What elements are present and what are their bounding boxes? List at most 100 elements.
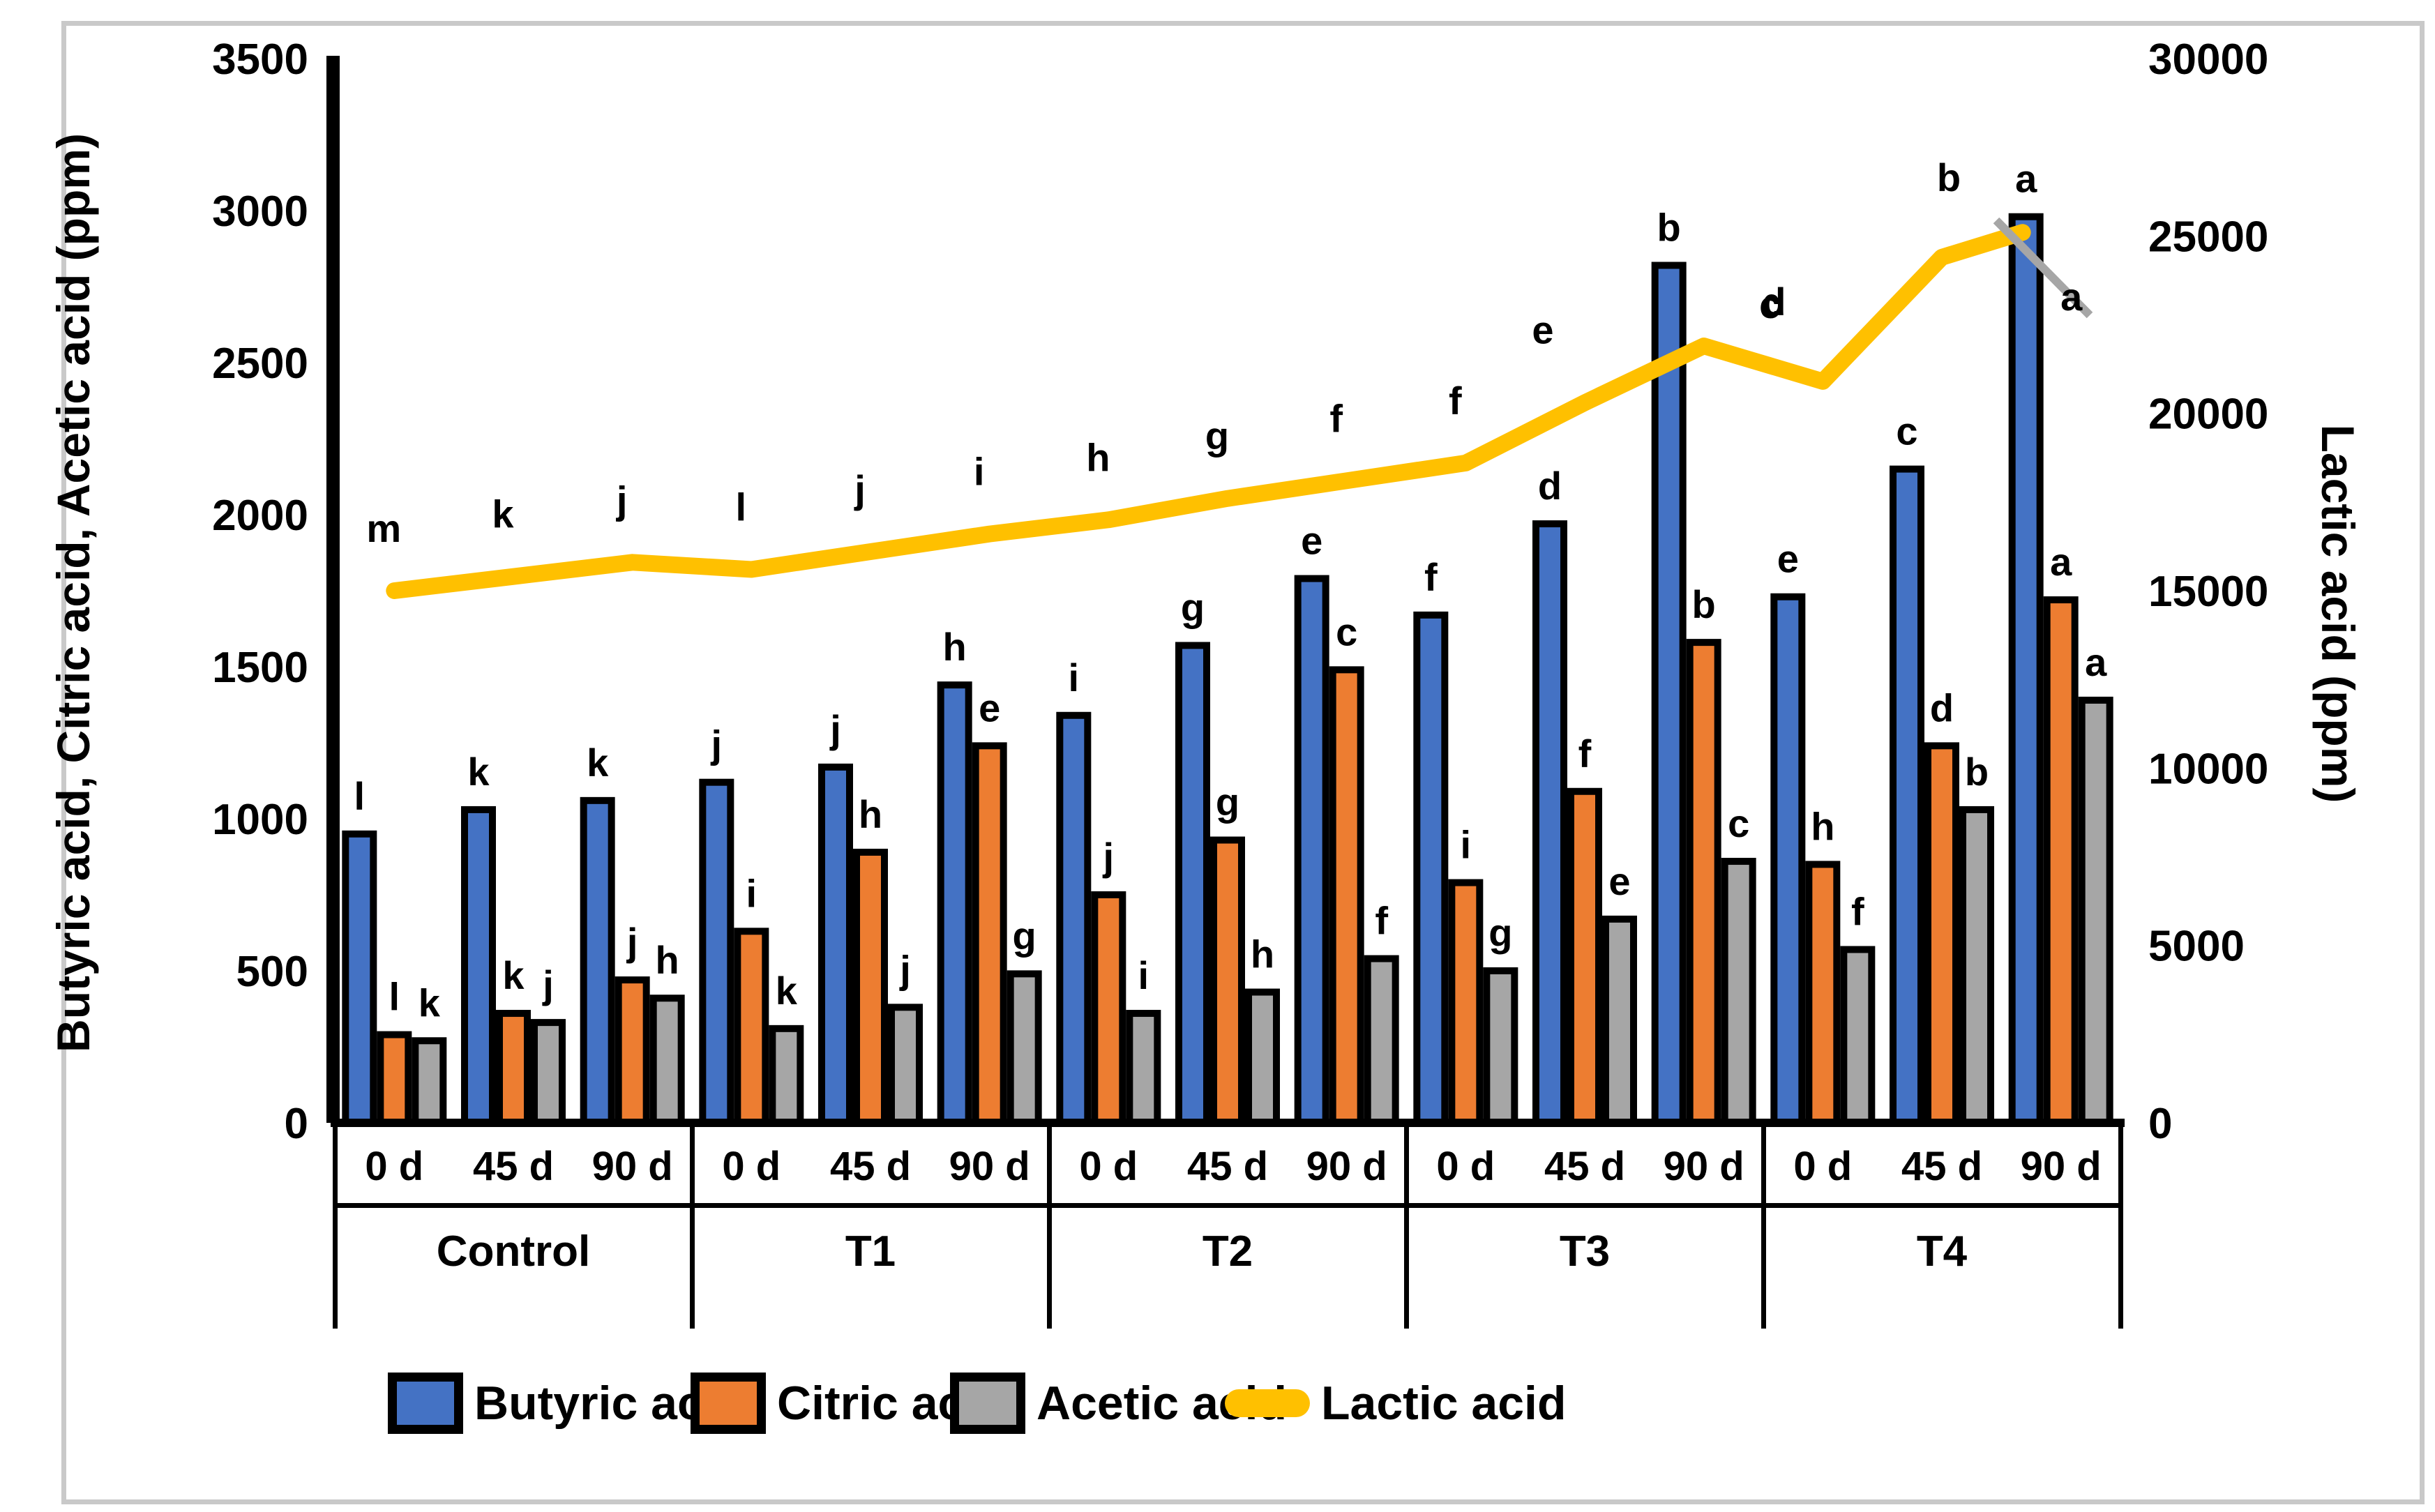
bar-butyric-t3-45d bbox=[1532, 520, 1567, 1126]
day-label: 0 d bbox=[1793, 1144, 1852, 1189]
bar-citric-t2-45d bbox=[1210, 836, 1245, 1127]
line-sig-letter: e bbox=[1532, 308, 1553, 351]
right-axis-tick-label: 15000 bbox=[2148, 568, 2268, 616]
bar-citric-t2-90d bbox=[1329, 666, 1364, 1126]
left-axis-tick-label: 1500 bbox=[212, 644, 308, 692]
sig-letter: h bbox=[943, 625, 967, 669]
bar-acetic-t2-45d bbox=[1245, 988, 1280, 1127]
sig-letter: l bbox=[389, 975, 400, 1019]
line-sig-letter: f bbox=[1449, 379, 1462, 423]
left-axis-tick-label: 0 bbox=[285, 1100, 308, 1148]
day-label: 45 d bbox=[1544, 1144, 1625, 1189]
bar-acetic-t3-0d bbox=[1483, 967, 1518, 1126]
day-label: 45 d bbox=[830, 1144, 911, 1189]
right-axis-tick-label: 10000 bbox=[2148, 745, 2268, 793]
sig-letter: j bbox=[711, 723, 723, 766]
sig-letter: g bbox=[1013, 914, 1036, 958]
bar-butyric-t4-90d bbox=[2008, 213, 2044, 1127]
line-sig-letter: m bbox=[366, 506, 401, 550]
sig-letter: k bbox=[776, 969, 798, 1013]
sig-letter: e bbox=[1777, 537, 1799, 581]
legend: Butyric acid Citric acid Acetic acid Lac… bbox=[0, 1361, 2435, 1445]
right-axis-tick-label: 5000 bbox=[2148, 923, 2245, 971]
right-axis-tick-label: 25000 bbox=[2148, 213, 2268, 261]
right-axis-tick-label: 20000 bbox=[2148, 391, 2268, 439]
line-sig-letter: h bbox=[1086, 435, 1110, 479]
day-label: 45 d bbox=[473, 1144, 554, 1189]
bar-butyric-t1-90d bbox=[937, 681, 972, 1126]
day-label: 45 d bbox=[1901, 1144, 1982, 1189]
day-label: 90 d bbox=[1664, 1144, 1744, 1189]
bar-citric-t1-0d bbox=[734, 928, 769, 1126]
sig-letter: a bbox=[2015, 157, 2037, 201]
sig-letter: c bbox=[1896, 409, 1917, 453]
sig-letter: b bbox=[1965, 750, 1989, 794]
line-sig-letter: a bbox=[2060, 275, 2083, 319]
group-label: T2 bbox=[1203, 1227, 1253, 1276]
bar-butyric-t4-0d bbox=[1770, 593, 1806, 1126]
sig-letter: j bbox=[829, 707, 841, 751]
bar-acetic-control-0d bbox=[412, 1037, 447, 1127]
sig-letter: h bbox=[859, 792, 882, 836]
right-axis-title: Lactic acid (ppm) bbox=[2312, 424, 2364, 803]
line-sig-letter: d bbox=[1762, 280, 1786, 324]
line-sig-letter: l bbox=[736, 485, 747, 529]
left-axis-tick-label: 3500 bbox=[212, 36, 308, 84]
category-separator-line bbox=[335, 1203, 2120, 1208]
bar-acetic-control-45d bbox=[531, 1019, 566, 1126]
left-axis-tick-label: 2500 bbox=[212, 340, 308, 388]
bar-butyric-control-45d bbox=[461, 806, 496, 1127]
sig-letter: l bbox=[354, 774, 365, 818]
bar-acetic-t3-45d bbox=[1602, 915, 1637, 1126]
bar-acetic-t4-0d bbox=[1840, 946, 1876, 1126]
sig-letter: b bbox=[1657, 205, 1681, 249]
bar-citric-t3-90d bbox=[1686, 639, 1721, 1126]
sig-letter: f bbox=[1851, 889, 1864, 933]
sig-letter: j bbox=[626, 920, 638, 964]
left-axis-line bbox=[326, 56, 340, 1123]
sig-letter: e bbox=[1608, 859, 1630, 903]
left-axis-tick-label: 2000 bbox=[212, 492, 308, 540]
group-divider bbox=[690, 1123, 695, 1329]
line-sig-letter: c bbox=[1759, 282, 1781, 326]
bar-acetic-t1-90d bbox=[1007, 970, 1042, 1126]
line-sig-letter: g bbox=[1205, 414, 1229, 458]
bar-citric-t1-90d bbox=[972, 742, 1007, 1126]
lactic-acid-line bbox=[386, 224, 2031, 599]
group-label: T4 bbox=[1917, 1227, 1968, 1276]
bar-acetic-t3-90d bbox=[1721, 858, 1756, 1127]
sig-letter: i bbox=[1138, 953, 1149, 997]
sig-letter: i bbox=[746, 871, 757, 915]
bar-citric-t3-45d bbox=[1567, 787, 1602, 1126]
bar-acetic-t4-45d bbox=[1959, 806, 1994, 1127]
day-label: 90 d bbox=[949, 1144, 1030, 1189]
citric-swatch-icon bbox=[691, 1373, 766, 1434]
sig-letter: a bbox=[2050, 540, 2072, 584]
annotation-slash bbox=[1993, 217, 2093, 319]
bar-butyric-t1-45d bbox=[818, 763, 853, 1126]
left-axis-title: Butyric acid, Citric acid, Acetic acid (… bbox=[47, 133, 99, 1052]
left-axis-tick-label: 500 bbox=[236, 948, 308, 996]
bar-citric-control-0d bbox=[377, 1031, 412, 1127]
right-axis-tick-label: 0 bbox=[2148, 1100, 2172, 1148]
sig-letter: k bbox=[419, 981, 441, 1025]
bar-citric-t3-0d bbox=[1448, 879, 1484, 1127]
group-label: T3 bbox=[1560, 1227, 1610, 1276]
sig-letter: i bbox=[1069, 656, 1080, 700]
legend-item-lactic: Lactic acid bbox=[1225, 1361, 1567, 1445]
sig-letter: a bbox=[2085, 640, 2107, 684]
group-divider bbox=[2118, 1123, 2123, 1329]
bar-acetic-control-90d bbox=[649, 995, 685, 1126]
acetic-swatch-icon bbox=[950, 1373, 1025, 1434]
line-sig-letter: k bbox=[492, 492, 514, 536]
day-label: 0 d bbox=[722, 1144, 781, 1189]
group-label: Control bbox=[437, 1227, 590, 1276]
bar-butyric-t2-90d bbox=[1294, 575, 1329, 1126]
sig-letter: g bbox=[1181, 585, 1205, 629]
sig-letter: i bbox=[1461, 823, 1472, 867]
bar-butyric-t1-0d bbox=[699, 778, 734, 1127]
sig-letter: f bbox=[1424, 555, 1438, 599]
bar-butyric-t3-0d bbox=[1413, 611, 1449, 1126]
bar-butyric-control-90d bbox=[580, 796, 615, 1126]
